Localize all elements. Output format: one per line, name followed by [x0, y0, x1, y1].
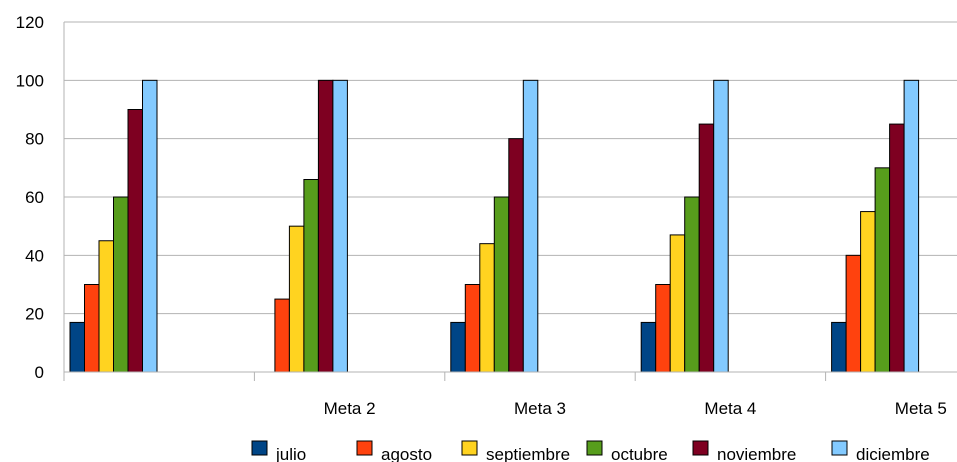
bar-septiembre: [98, 240, 114, 373]
bar-noviembre: [508, 138, 524, 373]
bar-agosto: [655, 284, 671, 373]
bar-agosto: [845, 254, 862, 373]
y-tick-label: 40: [25, 246, 44, 265]
bar-noviembre: [317, 79, 334, 373]
bars: [69, 79, 920, 373]
bar-diciembre: [332, 79, 348, 373]
bar-octubre: [113, 196, 129, 373]
legend-swatch-julio: [251, 440, 268, 456]
legend-swatch-agosto: [356, 440, 373, 456]
bar-septiembre: [860, 211, 876, 373]
legend-label-julio: julio: [275, 445, 306, 462]
bar-julio: [831, 321, 847, 373]
axes: [63, 22, 957, 381]
legend-label-noviembre: noviembre: [717, 445, 796, 462]
legend-swatch-octubre: [586, 440, 603, 456]
x-tick-label: Meta 5: [895, 399, 947, 418]
bar-octubre: [684, 196, 700, 373]
bar-octubre: [303, 179, 319, 373]
bar-agosto: [84, 284, 100, 373]
bar-diciembre: [903, 79, 920, 373]
legend-swatch-septiembre: [461, 440, 478, 456]
bar-septiembre: [288, 225, 305, 373]
bar-julio: [640, 321, 657, 373]
bar-agosto: [274, 298, 290, 373]
y-tick-label: 100: [16, 71, 44, 90]
x-axis-ticks: Meta 2 Meta 3 Meta 4 Meta 5: [324, 399, 947, 418]
legend-label-agosto: agosto: [381, 445, 432, 462]
bar-diciembre: [713, 79, 729, 373]
y-tick-label: 20: [25, 305, 44, 324]
bar-agosto: [464, 284, 481, 373]
bar-julio: [69, 321, 85, 373]
legend-label-diciembre: diciembre: [856, 445, 930, 462]
bar-diciembre: [522, 79, 539, 373]
y-tick-label: 80: [25, 130, 44, 149]
legend-swatch-diciembre: [831, 440, 848, 456]
y-tick-label: 60: [25, 188, 44, 207]
y-tick-label: 120: [16, 13, 44, 32]
x-tick-label: Meta 4: [704, 399, 756, 418]
legend: julio agosto septiembre octubre noviembre dic…: [251, 440, 930, 462]
bar-julio: [450, 321, 466, 373]
y-axis-ticks: 0 20 40 60 80 100 120: [16, 13, 44, 382]
x-tick-label: Meta 3: [514, 399, 566, 418]
bar-noviembre: [889, 123, 905, 373]
legend-label-octubre: octubre: [611, 445, 668, 462]
bar-diciembre: [142, 79, 158, 373]
y-tick-label: 0: [35, 363, 44, 382]
bar-septiembre: [479, 243, 495, 373]
bar-noviembre: [698, 123, 715, 373]
bar-octubre: [493, 196, 510, 373]
bar-noviembre: [127, 109, 143, 373]
x-tick-label: Meta 2: [324, 399, 376, 418]
bar-octubre: [874, 167, 891, 373]
bar-septiembre: [669, 234, 686, 373]
legend-label-septiembre: septiembre: [486, 445, 570, 462]
legend-swatch-noviembre: [692, 440, 709, 456]
